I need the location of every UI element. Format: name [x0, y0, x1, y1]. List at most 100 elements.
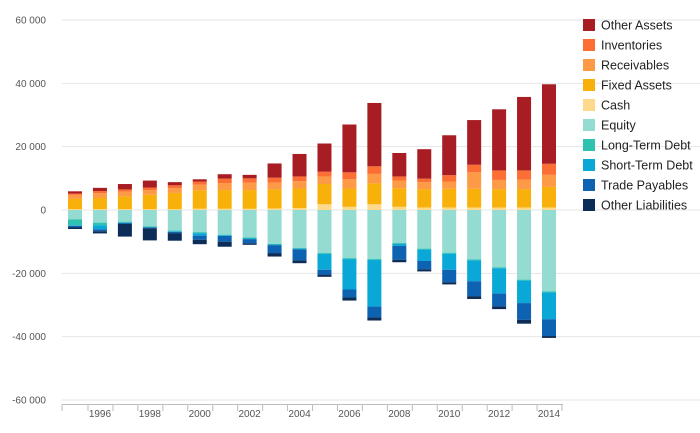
bar-segment-fixed-assets [142, 194, 157, 210]
bar-segment-inventories [442, 175, 457, 182]
x-tick-label: 2010 [438, 409, 461, 420]
bar-segment-fixed-assets [68, 198, 82, 210]
bar-segment-short-term-debt [342, 259, 357, 290]
bar-segment-trade-payables [192, 235, 207, 240]
legend-item[interactable]: Inventories [583, 39, 662, 53]
legend-label: Equity [601, 119, 636, 133]
bar-segment-other-assets [542, 84, 556, 164]
bar-segment-inventories [492, 170, 507, 180]
bar-segment-receivables [267, 182, 282, 190]
bar-segment-inventories [342, 172, 357, 180]
bar-segment-trade-payables [317, 269, 332, 275]
legend-label: Receivables [601, 59, 669, 73]
bar-segment-equity [517, 210, 532, 280]
bar-segment-cash [217, 208, 232, 210]
legend-swatch [583, 19, 595, 31]
bar-segment-inventories [267, 177, 282, 183]
bar-segment-short-term-debt [467, 260, 482, 282]
legend-item[interactable]: Short-Term Debt [583, 159, 693, 173]
bar-segment-equity [242, 210, 257, 238]
bar-segment-other-assets [292, 153, 307, 177]
bar-segment-inventories [192, 181, 207, 185]
bar-segment-cash [142, 209, 157, 210]
bar-segment-short-term-debt [492, 268, 507, 294]
bar-segment-equity [542, 210, 556, 292]
x-tick-label: 1996 [89, 409, 112, 420]
x-tick-label: 2008 [388, 409, 411, 420]
x-axis: 1996 1998 2000 2002 2004 2006 2008 2010 2012 2014 [61, 404, 563, 420]
y-axis: 60 000 40 000 20 000 0 -20 000 -40 000 -60 000 [12, 16, 46, 407]
x-tick-label: 2000 [189, 409, 212, 420]
bar-segment-cash [367, 204, 382, 210]
bar-segment-inventories [242, 178, 257, 183]
legend-swatch [583, 59, 595, 71]
bar-segment-receivables [192, 184, 207, 191]
bar-segment-other-liabilities [267, 253, 282, 257]
bar-segment-inventories [217, 178, 232, 184]
bar-segment-inventories [392, 176, 407, 181]
bar-segment-long-term-debt [68, 219, 82, 226]
bar-segment-inventories [292, 176, 307, 182]
bar-segment-trade-payables [217, 235, 232, 242]
legend-swatch [583, 199, 595, 211]
bar-segment-inventories [117, 189, 132, 192]
bar-segment-trade-payables [68, 225, 82, 228]
bar-segment-fixed-assets [117, 196, 132, 210]
bar-segment-short-term-debt [242, 238, 257, 240]
bar-segment-receivables [417, 182, 432, 190]
bar-segment-fixed-assets [467, 188, 482, 208]
bar-segment-short-term-debt [267, 244, 282, 246]
bar-segment-fixed-assets [492, 189, 507, 208]
bar-segment-other-liabilities [467, 296, 482, 299]
bar-segment-trade-payables [392, 245, 407, 260]
bar-segment-fixed-assets [367, 183, 382, 205]
bar-segment-other-liabilities [342, 297, 357, 301]
bar-segment-other-assets [142, 180, 157, 188]
bar-segment-short-term-debt [292, 248, 307, 250]
bar-segment-fixed-assets [392, 188, 407, 207]
y-tick-label: 0 [40, 206, 46, 217]
bar-segment-trade-payables [142, 227, 157, 229]
bar-segment-short-term-debt [442, 253, 457, 270]
legend: Other Assets Inventories Receivables Fixed … [583, 19, 693, 213]
x-tick-label: 1998 [139, 409, 162, 420]
bar-segment-cash [492, 207, 507, 210]
bar-segment-short-term-debt [417, 249, 432, 261]
bar-segment-other-liabilities [217, 241, 232, 247]
legend-item[interactable]: Cash [583, 99, 630, 113]
bar-segment-cash [342, 206, 357, 210]
bar-segment-short-term-debt [517, 280, 532, 304]
bar-segment-other-assets [267, 163, 282, 178]
bar-segment-trade-payables [117, 222, 132, 224]
legend-item[interactable]: Fixed Assets [583, 79, 672, 93]
bar-segment-other-assets [342, 124, 357, 173]
legend-item[interactable]: Trade Payables [583, 179, 688, 193]
legend-item[interactable]: Other Assets [583, 19, 673, 33]
bar-segment-trade-payables [267, 245, 282, 254]
bar-segment-inventories [92, 191, 107, 194]
bar-segment-inventories [68, 193, 82, 195]
bar-segment-fixed-assets [242, 190, 257, 209]
bar-segment-fixed-assets [167, 192, 182, 210]
bar-segment-short-term-debt [392, 243, 407, 246]
bar-segment-long-term-debt [467, 259, 482, 261]
bar-segment-other-liabilities [317, 274, 332, 277]
legend-item[interactable]: Other Liabilities [583, 199, 687, 213]
bar-segment-long-term-debt [342, 258, 357, 260]
y-tick-label: -20 000 [12, 269, 46, 280]
bar-segment-other-assets [467, 120, 482, 165]
legend-item[interactable]: Equity [583, 119, 636, 133]
bar-segment-other-liabilities [392, 259, 407, 263]
bar-segment-receivables [392, 180, 407, 189]
legend-item[interactable]: Long-Term Debt [583, 139, 691, 153]
legend-item[interactable]: Receivables [583, 59, 669, 73]
bar-segment-receivables [342, 179, 357, 189]
bar-segment-other-liabilities [517, 319, 532, 324]
bar-segment-cash [542, 207, 556, 210]
bar-segment-other-assets [442, 135, 457, 176]
legend-label: Other Liabilities [601, 199, 687, 213]
bar-segment-trade-payables [492, 293, 507, 307]
bar-segment-long-term-debt [392, 242, 407, 244]
bar-segment-cash [242, 208, 257, 210]
